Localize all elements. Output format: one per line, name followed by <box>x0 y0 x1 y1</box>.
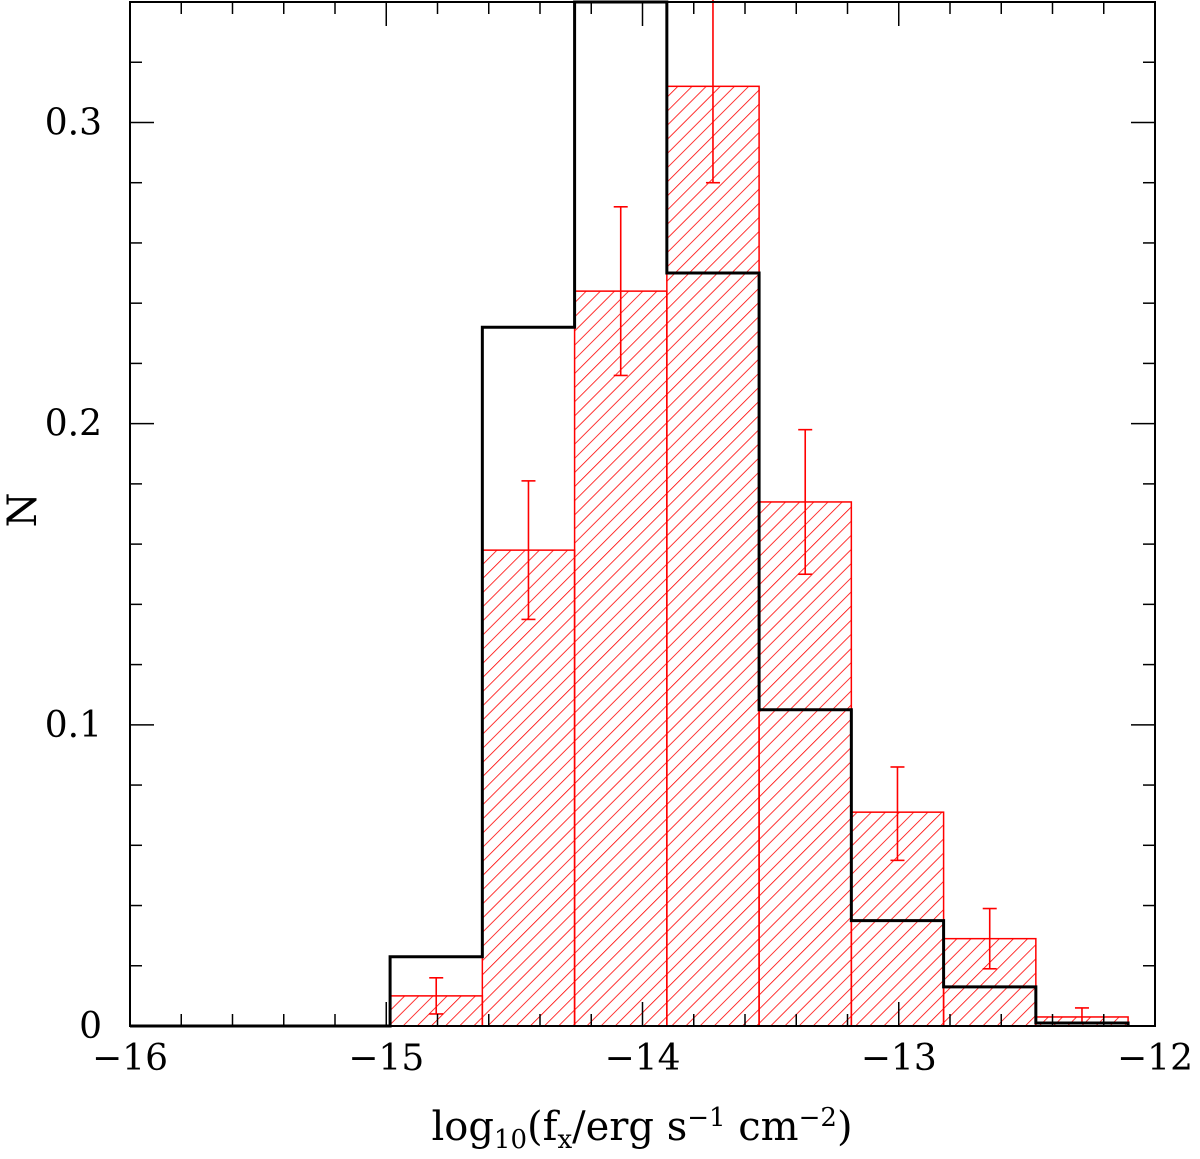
y-tick-label: 0.2 <box>45 404 102 445</box>
black-outline-series <box>130 0 1130 1028</box>
y-axis-label: N <box>0 493 46 528</box>
tick-labels: −16 −15 −14 −13 −12 0 0.1 0.2 0.3 <box>45 102 1193 1079</box>
red-bar <box>573 290 668 1027</box>
axis-ticks <box>129 1 1156 1027</box>
red-bar <box>481 549 576 1027</box>
red-bar <box>666 85 760 1027</box>
x-axis-label: log10(fx/erg s−1 cm−2) <box>431 1103 852 1155</box>
x-tick-label: −16 <box>92 1038 168 1079</box>
x-tick-label: −14 <box>605 1038 681 1079</box>
x-tick-label: −13 <box>861 1038 937 1079</box>
y-tick-label: 0.1 <box>45 705 102 746</box>
red-error-bars <box>429 0 1089 1024</box>
x-tick-label: −15 <box>348 1038 424 1079</box>
x-tick-label: −12 <box>1117 1038 1193 1079</box>
y-tick-label: 0 <box>79 1006 102 1047</box>
red-bar <box>758 501 853 1027</box>
black-step-line <box>130 0 1130 1028</box>
y-tick-label: 0.3 <box>45 102 102 143</box>
